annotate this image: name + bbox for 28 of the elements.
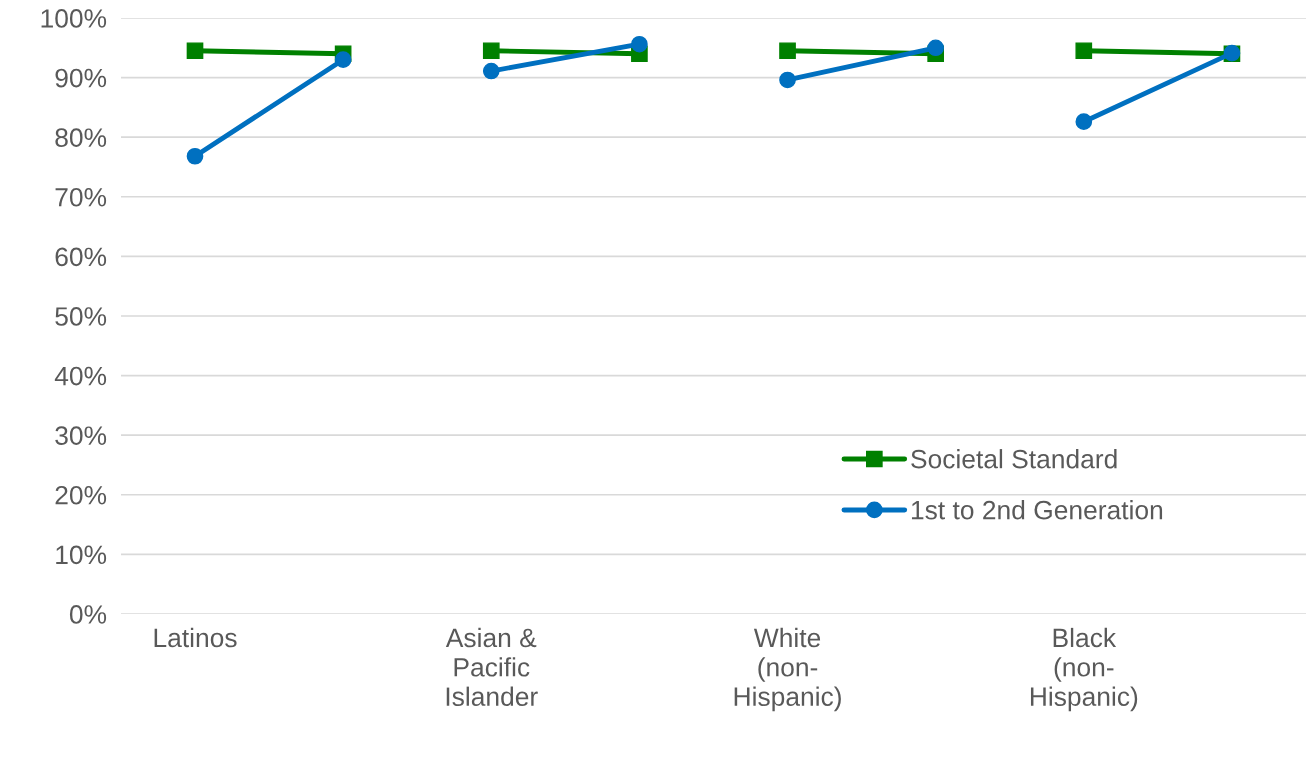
point	[1075, 113, 1093, 131]
y-tick-label: 40%	[54, 366, 107, 386]
point	[334, 51, 352, 69]
point	[779, 42, 796, 60]
y-tick-label: 60%	[55, 247, 107, 267]
y-tick-label: 20%	[55, 485, 107, 505]
point	[927, 39, 945, 57]
y-tick-label: 30%	[55, 426, 107, 445]
x-tick-label: Latinos	[154, 627, 237, 648]
y-tick-label: 50%	[55, 307, 107, 326]
point	[1075, 42, 1093, 60]
x-tick-label: Asian & Pacific Islander	[445, 627, 538, 706]
y-tick-label: 10%	[56, 545, 107, 565]
y-tick-label: 90%	[55, 68, 107, 88]
y-tick-label: 100%	[41, 9, 107, 28]
legend-label: 1st to 2nd Generation	[911, 500, 1163, 520]
point	[779, 71, 796, 89]
point	[631, 35, 648, 53]
point	[186, 147, 204, 165]
x-tick-label: Black (non- Hispanic)	[1030, 627, 1138, 712]
y-tick-label: 0%	[69, 605, 107, 624]
y-tick-label: 80%	[55, 128, 107, 148]
point	[186, 42, 204, 60]
y-tick-label: 70%	[55, 187, 107, 207]
point	[482, 42, 500, 60]
x-tick-label: White (non- Hispanic)	[734, 627, 841, 712]
point	[482, 62, 500, 80]
legend-label: Societal Standard	[911, 449, 1117, 469]
